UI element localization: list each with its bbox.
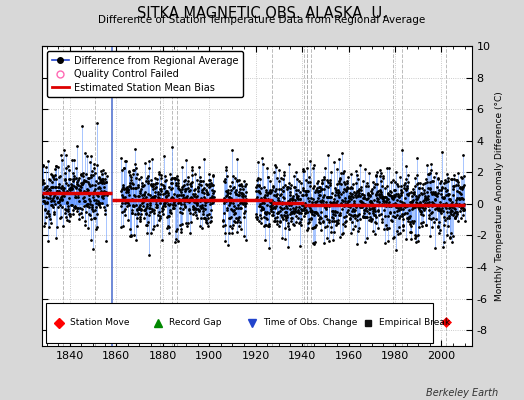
Legend: Difference from Regional Average, Quality Control Failed, Estimated Station Mean: Difference from Regional Average, Qualit…	[47, 51, 243, 97]
Y-axis label: Monthly Temperature Anomaly Difference (°C): Monthly Temperature Anomaly Difference (…	[495, 91, 504, 301]
Text: Record Gap: Record Gap	[169, 318, 221, 327]
Text: Difference of Station Temperature Data from Regional Average: Difference of Station Temperature Data f…	[99, 15, 425, 25]
Bar	[46, 302, 433, 343]
Text: Empirical Break: Empirical Break	[379, 318, 450, 327]
Text: Time of Obs. Change: Time of Obs. Change	[263, 318, 357, 327]
Text: SITKA MAGNETIC OBS. ALASKA  U.: SITKA MAGNETIC OBS. ALASKA U.	[137, 6, 387, 21]
Text: Station Move: Station Move	[70, 318, 129, 327]
Text: Berkeley Earth: Berkeley Earth	[425, 388, 498, 398]
